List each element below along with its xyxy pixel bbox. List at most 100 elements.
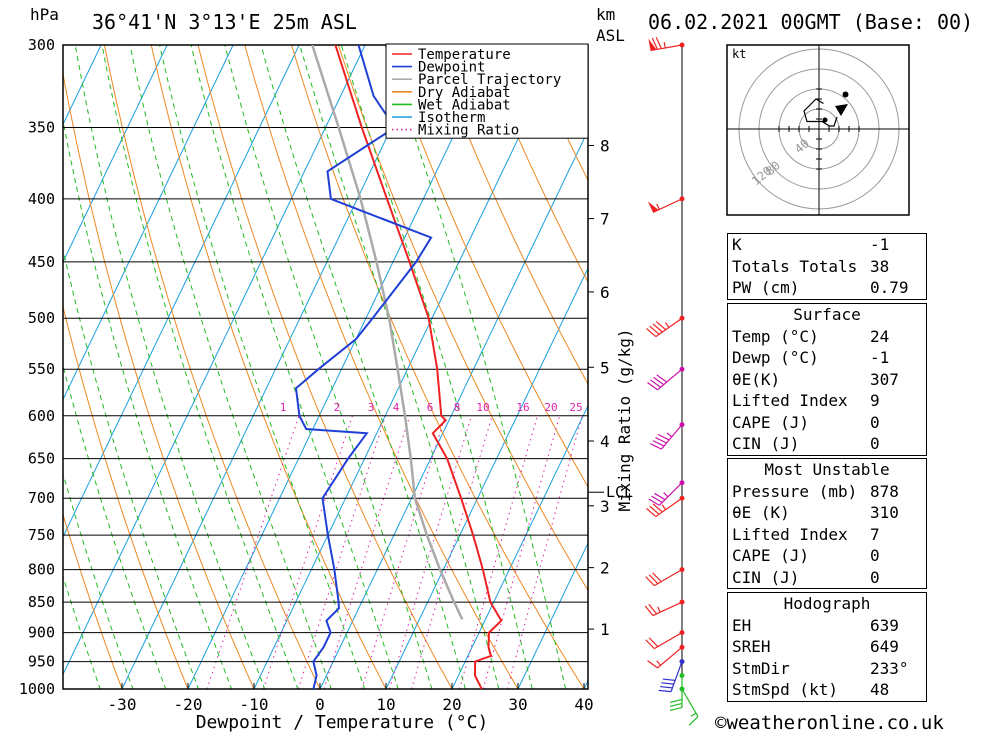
km-tick-label: 1	[600, 620, 610, 639]
mixing-ratio-label: 4	[393, 401, 400, 414]
table-row-value: 878	[870, 481, 922, 503]
pressure-tick-label: 600	[28, 407, 55, 425]
mixing-ratio-label: 8	[454, 401, 461, 414]
wind-barb-half-feather	[664, 493, 668, 497]
wind-barb-staff	[657, 647, 682, 668]
table-row: Pressure (mb) 878	[728, 481, 926, 503]
table-row-label: StmDir	[732, 658, 790, 680]
wind-barb-staff	[682, 689, 698, 717]
dry-adiabat-line	[51, 8, 266, 715]
table-row-value: 0	[870, 433, 922, 455]
hodograph-unit-label: kt	[732, 47, 746, 61]
wind-barb-half-feather	[657, 204, 660, 209]
table-row-label: θE(K)	[732, 369, 780, 391]
mixing-ratio-label: 20	[544, 401, 557, 414]
table-row-label: CAPE (J)	[732, 545, 809, 567]
km-tick-label: 4	[600, 432, 610, 451]
wind-barb-feather	[670, 707, 682, 710]
hodograph-frame	[727, 45, 909, 215]
pressure-tick-label: 850	[28, 593, 55, 611]
wind-barb-feather	[656, 37, 661, 48]
wind-barb-staff	[659, 483, 682, 506]
mixing-ratio-axis-label: Mixing Ratio (g/kg)	[615, 328, 634, 511]
mixing-ratio-line	[263, 416, 352, 689]
table-row-label: Pressure (mb)	[732, 481, 857, 503]
table-row: CIN (J) 0	[728, 567, 926, 589]
wind-barb	[646, 318, 682, 336]
table-row-value: 48	[870, 679, 922, 701]
legend-label: Mixing Ratio	[418, 123, 519, 139]
wind-barb	[647, 369, 682, 390]
wet-adiabat-line	[187, 27, 407, 715]
wind-barb	[682, 689, 698, 725]
table-row-label: CIN (J)	[732, 567, 799, 589]
table-row-value: 310	[870, 502, 922, 524]
table-row-value: 0	[870, 545, 922, 567]
wet-adiabat-line	[126, 27, 340, 715]
wind-barb-staff	[654, 570, 682, 586]
mixing-ratio-label: 16	[516, 401, 529, 414]
table-row-value: 233°	[870, 658, 922, 680]
mixing-ratio-label: 1	[280, 401, 287, 414]
pressure-tick-label: 750	[28, 526, 55, 544]
table-row-label: Totals Totals	[732, 256, 857, 278]
pressure-tick-label: 500	[28, 309, 55, 327]
wind-barb-half-feather	[662, 505, 665, 510]
wind-barb-half-feather	[658, 607, 661, 612]
km-tick-label: 6	[600, 283, 610, 302]
wind-barb	[670, 675, 682, 710]
table-row: θE (K) 310	[728, 502, 926, 524]
mixing-ratio-label: 2	[334, 401, 341, 414]
table-row-label: θE (K)	[732, 502, 790, 524]
asl-unit-label: ASL	[596, 26, 625, 45]
footer-copyright: ©weatheronline.co.uk	[715, 712, 944, 733]
wind-barb-half-feather	[691, 713, 696, 716]
mixing-ratio-label: 6	[427, 401, 434, 414]
wind-barb-staff	[654, 633, 682, 649]
pressure-tick-label: 650	[28, 450, 55, 468]
table-row: PW (cm)0.79	[728, 277, 926, 299]
dry-adiabat-line	[143, 8, 400, 715]
x-axis-label: Dewpoint / Temperature (°C)	[196, 712, 489, 733]
wind-barb	[650, 425, 682, 450]
header-location: 36°41'N 3°13'E 25m ASL	[92, 10, 357, 34]
pressure-unit-label: hPa	[30, 5, 59, 24]
table-row-value: 0	[870, 412, 922, 434]
wind-barb	[646, 633, 682, 649]
hodograph-point	[843, 92, 849, 98]
wind-barb-feather	[660, 687, 672, 688]
mixing-ratio-line	[324, 416, 410, 689]
table-row-value: 649	[870, 636, 922, 658]
most-unstable-title: Most Unstable	[728, 459, 926, 481]
table-row-label: EH	[732, 615, 751, 637]
wind-barb	[647, 647, 682, 668]
dry-adiabat-line	[0, 8, 132, 715]
wind-barb-half-feather	[664, 42, 665, 48]
mixing-ratio-line	[389, 416, 471, 689]
wind-barb-feather	[670, 699, 682, 702]
pressure-tick-label: 450	[28, 253, 55, 271]
pressure-tick-label: 350	[28, 118, 55, 136]
table-row-value: 0	[870, 567, 922, 589]
dry-adiabat-line	[969, 8, 1000, 715]
table-row: K-1	[728, 234, 926, 256]
mixing-ratio-label: 25	[569, 401, 582, 414]
wind-barb	[648, 37, 682, 50]
wind-barb-staff	[657, 369, 682, 390]
pressure-tick-label: 700	[28, 489, 55, 507]
header-datetime: 06.02.2021 00GMT (Base: 00)	[648, 10, 973, 34]
mixing-ratio-label: 10	[476, 401, 489, 414]
km-tick-label: 8	[600, 136, 610, 155]
hodograph-point	[823, 118, 828, 123]
km-tick-label: 5	[600, 358, 610, 377]
table-row-value: 24	[870, 326, 922, 348]
temperature-tick-label: 40	[574, 695, 593, 714]
surface-title: Surface	[728, 304, 926, 326]
table-row-label: Dewp (°C)	[732, 347, 819, 369]
wind-barb-half-feather	[667, 433, 672, 437]
